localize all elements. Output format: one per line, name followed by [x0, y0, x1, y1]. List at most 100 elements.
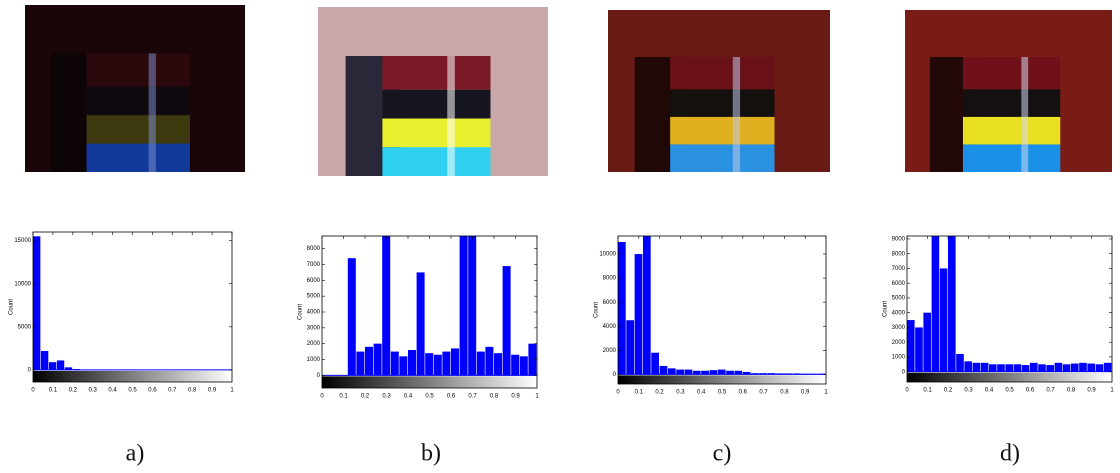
- y-tick-label: 9000: [892, 237, 906, 243]
- histogram-bar: [742, 371, 751, 375]
- photo-band: [382, 118, 491, 148]
- histogram-bar: [502, 266, 511, 376]
- x-tick-label: 0.7: [468, 394, 477, 400]
- x-tick-label: 0.3: [964, 388, 973, 394]
- histogram-bar: [618, 242, 626, 375]
- histogram-bar: [390, 351, 399, 376]
- histogram-bar: [980, 362, 989, 372]
- y-tick-label: 6000: [892, 281, 906, 287]
- y-tick-label: 3000: [307, 325, 321, 331]
- histogram-bar: [684, 369, 693, 375]
- colorbar: [907, 372, 1112, 382]
- histogram-bar: [667, 368, 676, 375]
- x-tick-label: 0.4: [108, 388, 117, 394]
- histogram-bar: [468, 236, 477, 376]
- histogram-bar: [626, 320, 635, 375]
- y-tick-label: 6000: [307, 278, 321, 284]
- histogram-bar: [923, 312, 931, 372]
- x-tick-label: 1: [535, 394, 539, 400]
- histogram-bar: [451, 348, 459, 376]
- histogram-bar: [528, 343, 537, 376]
- x-tick-label: 0.1: [923, 388, 932, 394]
- photo-band: [670, 89, 775, 117]
- x-tick-label: 0.9: [511, 394, 520, 400]
- x-tick-label: 0.4: [697, 390, 706, 396]
- histogram-bar: [494, 353, 502, 376]
- photo-band: [86, 86, 190, 116]
- photo-band: [382, 89, 491, 119]
- y-tick-label: 5000: [18, 324, 32, 330]
- histogram-bar: [459, 236, 468, 376]
- panel-caption: d): [1000, 441, 1020, 467]
- x-tick-label: 0.7: [168, 388, 177, 394]
- x-tick-label: 0.8: [780, 390, 789, 396]
- x-tick-label: 0: [616, 390, 620, 396]
- histogram-bar: [751, 373, 759, 375]
- histogram-bar: [1030, 362, 1038, 372]
- photo-band: [670, 56, 775, 90]
- photo-band: [86, 143, 190, 172]
- photo-band: [962, 56, 1061, 90]
- histogram-bar: [433, 354, 442, 376]
- histogram-bar: [1087, 363, 1095, 372]
- histogram-bar: [767, 373, 776, 375]
- y-tick-label: 7000: [307, 262, 321, 268]
- x-tick-label: 0.8: [1067, 388, 1076, 394]
- y-tick-label: 8000: [603, 276, 617, 282]
- panel: 0 5000 10000 15000 0 0.1 0.2 0.3 0.4 0.5 0.6 0.7 0.8…: [9, 5, 245, 467]
- histogram-bar: [40, 350, 49, 370]
- histogram-bar: [1062, 364, 1071, 372]
- histogram-bar: [1103, 362, 1112, 372]
- y-tick-label: 1000: [892, 355, 906, 361]
- histogram-bar: [709, 370, 718, 375]
- histogram-bar: [701, 370, 709, 375]
- x-tick-label: 0.3: [382, 394, 391, 400]
- histogram-bar: [64, 367, 73, 370]
- x-tick-label: 1: [824, 390, 828, 396]
- histogram-bar: [1071, 363, 1079, 372]
- histogram-bar: [676, 369, 684, 375]
- x-tick-label: 0.1: [635, 390, 644, 396]
- x-tick-label: 0.4: [985, 388, 994, 394]
- histogram-bar: [989, 364, 997, 372]
- y-tick-label: 2000: [603, 348, 617, 354]
- y-tick-label: 15000: [14, 238, 31, 244]
- histogram-bar: [759, 373, 768, 375]
- x-tick-label: 0.8: [490, 394, 499, 400]
- x-tick-label: 0: [31, 388, 35, 394]
- histogram-bar: [356, 351, 365, 376]
- x-tick-label: 0.3: [676, 390, 685, 396]
- y-axis-label: Count: [594, 302, 600, 318]
- histogram-bar: [1054, 362, 1063, 372]
- x-tick-label: 0: [905, 388, 909, 394]
- histogram-bar: [1046, 365, 1054, 372]
- x-tick-label: 0.9: [801, 390, 810, 396]
- photo-band: [382, 56, 491, 90]
- x-tick-label: 0.5: [425, 394, 434, 400]
- histogram-bar: [1021, 365, 1030, 372]
- y-tick-label: 10000: [14, 281, 31, 287]
- y-tick-label: 4000: [892, 310, 906, 316]
- histogram-bar: [408, 350, 416, 376]
- histogram-bar: [634, 254, 643, 375]
- histogram-bar: [997, 364, 1005, 372]
- x-tick-label: 0.9: [1087, 388, 1096, 394]
- histogram-bar: [485, 346, 494, 376]
- panel: 0 1000 2000 3000 4000 5000 6000 7000 8000 9000 0 0.…: [883, 10, 1114, 467]
- histogram-bar: [915, 327, 923, 372]
- bars: [618, 236, 826, 375]
- histogram-bar: [347, 258, 356, 376]
- x-tick-label: 1: [1110, 388, 1114, 394]
- histogram-bar: [692, 370, 701, 375]
- y-tick-label: 5000: [307, 294, 321, 300]
- histogram-bar: [442, 351, 451, 376]
- photo-band: [962, 144, 1061, 172]
- x-tick-label: 0.3: [89, 388, 98, 394]
- y-tick-label: 7000: [892, 266, 906, 272]
- x-tick-label: 1: [230, 388, 234, 394]
- y-tick-label: 1000: [307, 357, 321, 363]
- photo-highlight: [148, 53, 156, 172]
- x-tick-label: 0.8: [188, 388, 197, 394]
- y-tick-label: 0: [613, 372, 617, 378]
- photo-highlight: [447, 56, 455, 177]
